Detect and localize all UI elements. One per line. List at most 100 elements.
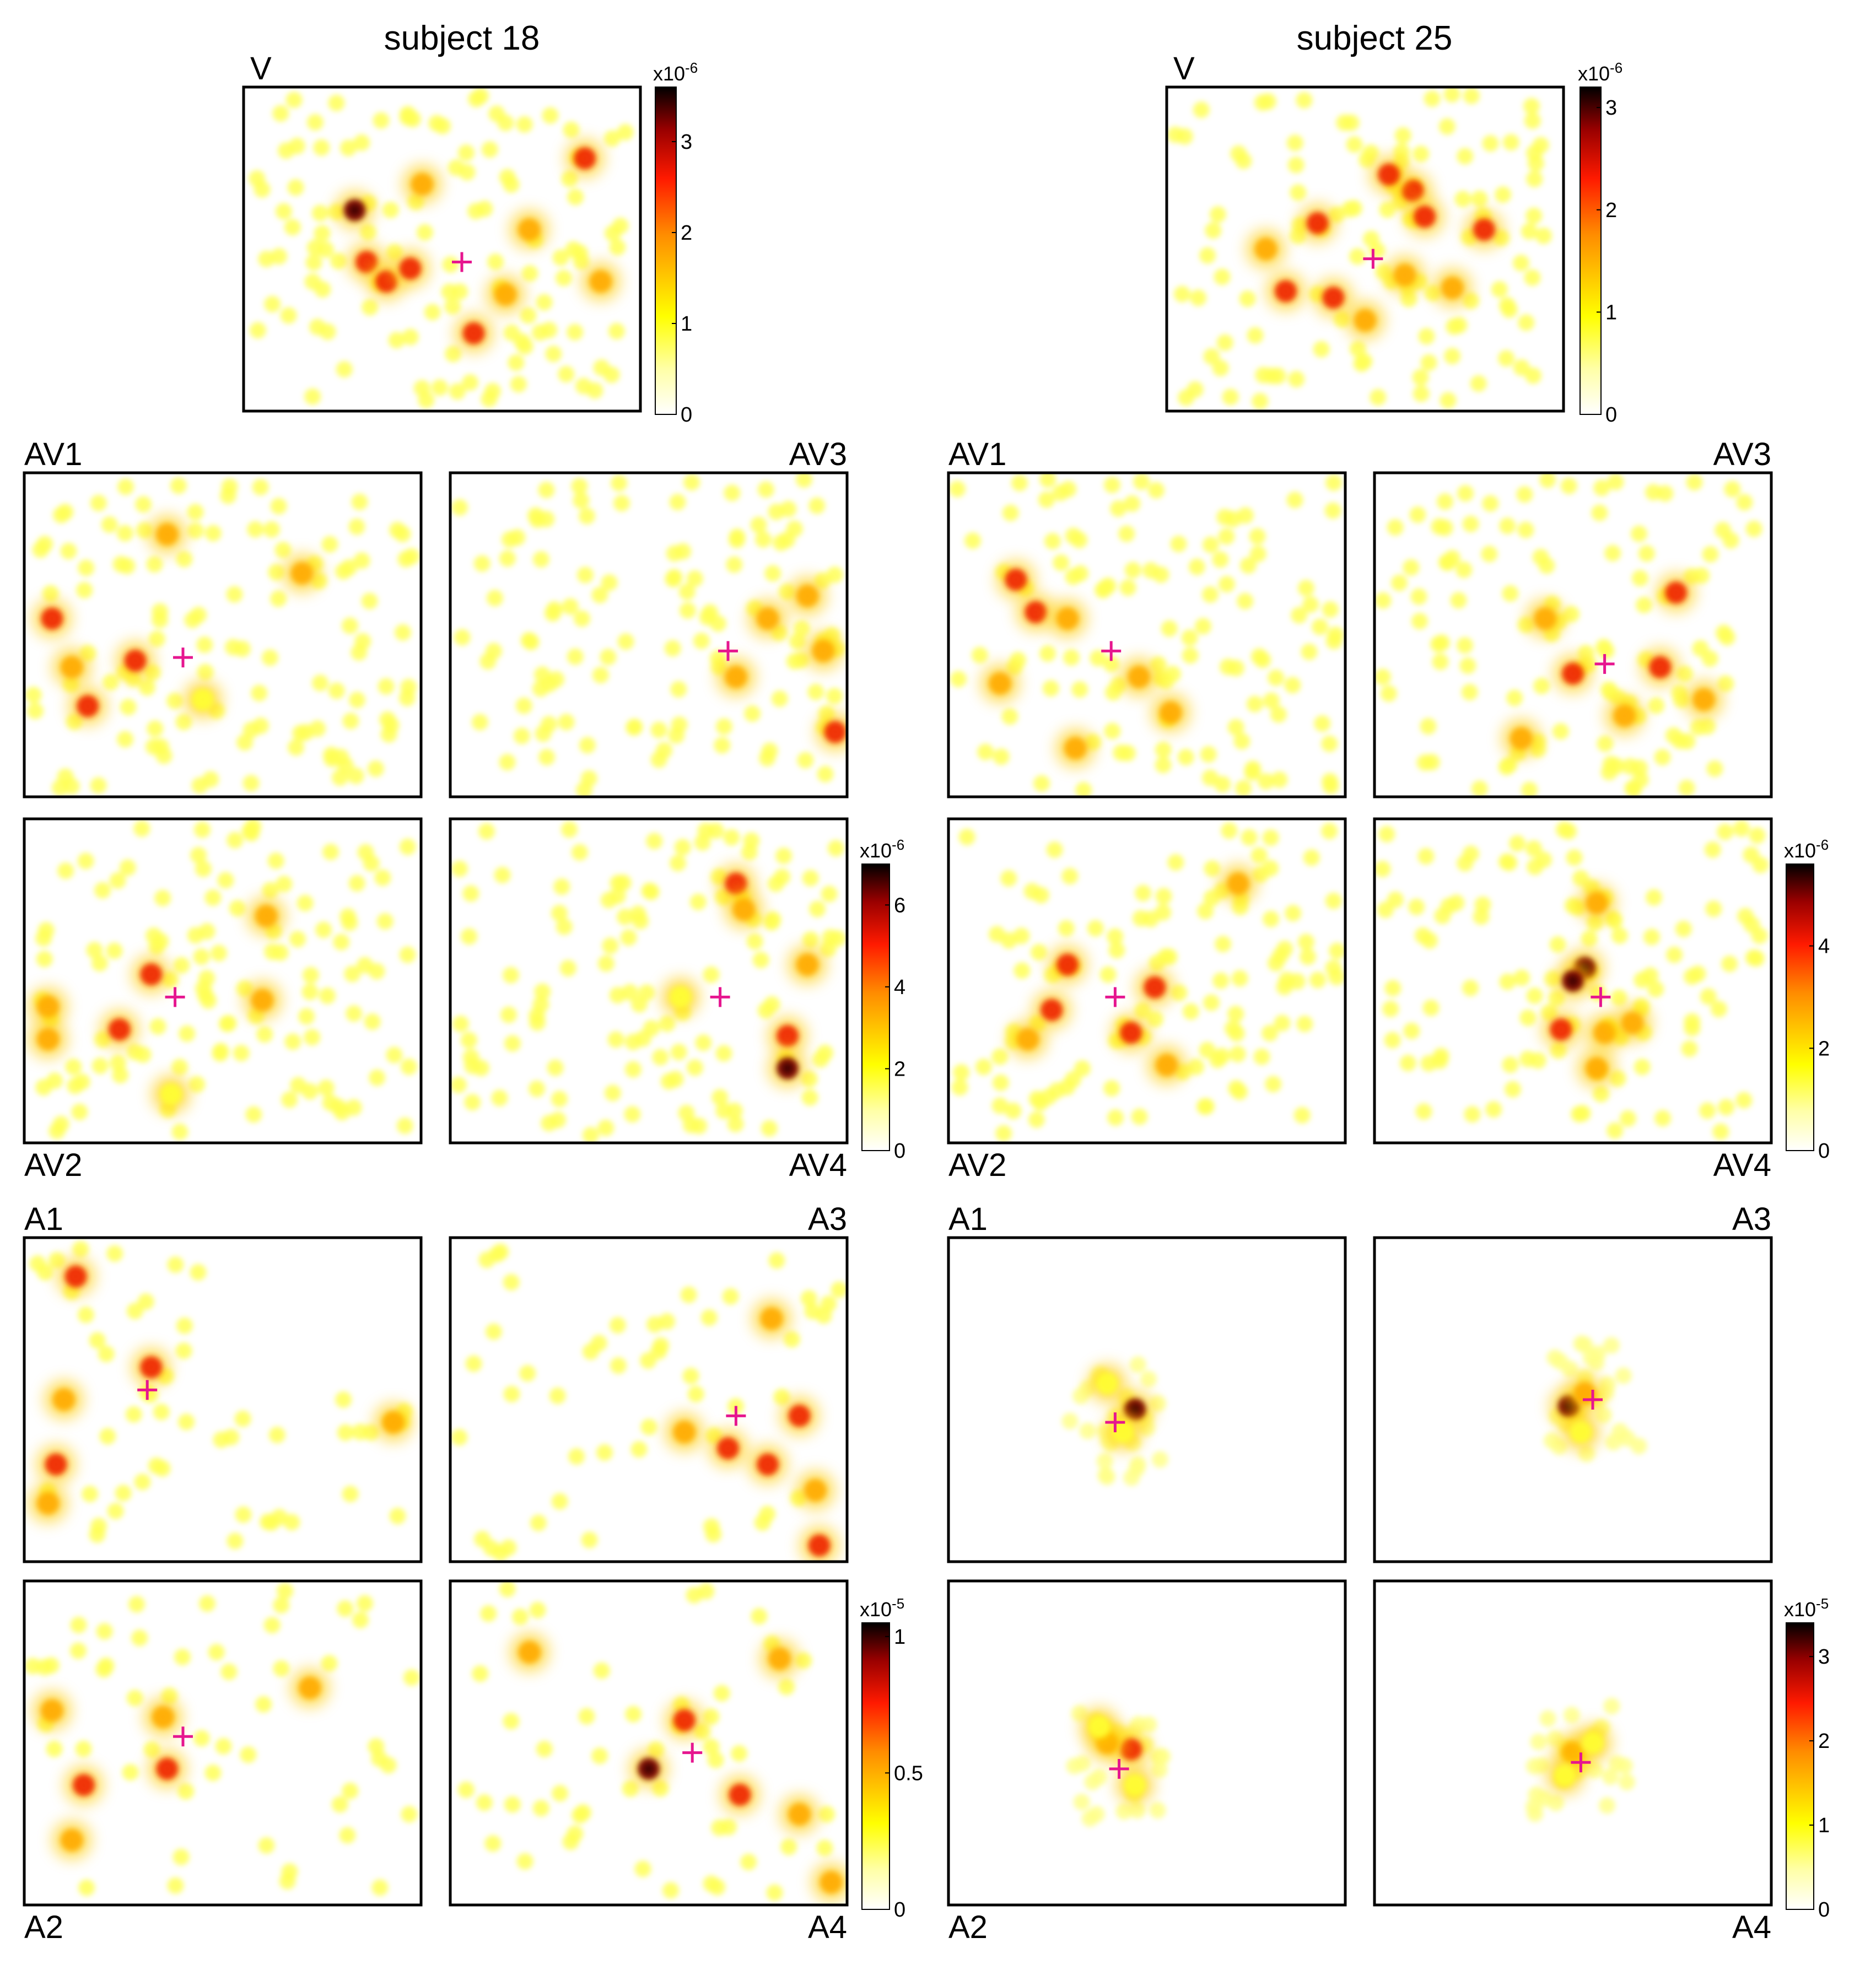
panel-frame <box>449 817 849 1145</box>
hotspot <box>29 1485 67 1523</box>
panel-label: A4 <box>1732 1909 1771 1945</box>
panel-label: A3 <box>808 1201 847 1237</box>
heatmap-panel-a3: A3 <box>1373 1201 1773 1563</box>
hotspot <box>769 1017 806 1055</box>
fixation-cross <box>1591 987 1611 1007</box>
hotspot <box>665 1413 703 1451</box>
hotspot <box>1614 1004 1651 1042</box>
hotspot <box>511 1633 548 1671</box>
colorbar-a: x10-5 0 1 2 3 <box>1784 1595 1830 1922</box>
hotspot <box>148 515 186 553</box>
hotspot <box>721 1776 759 1814</box>
heatmap-panel-a3: A3 <box>449 1201 849 1563</box>
panel-frame <box>1373 1236 1773 1563</box>
hotspot <box>1219 865 1257 903</box>
hotspot <box>1433 269 1471 307</box>
hotspot <box>566 139 604 177</box>
hotspot <box>291 1669 329 1707</box>
panel-label: A2 <box>24 1909 63 1945</box>
hotspot <box>749 1445 786 1483</box>
fixation-cross <box>452 252 472 272</box>
panel-label: AV1 <box>948 436 1006 472</box>
colorbar-exponent: x10-6 <box>860 836 904 862</box>
heatmap-panel-a2: A2 <box>947 1579 1347 1945</box>
hotspot <box>510 211 548 249</box>
hotspot <box>1152 694 1190 732</box>
colorbar-tick-label: 0 <box>1605 403 1617 427</box>
hotspot <box>665 1701 703 1739</box>
colorbar-tick-label: 2 <box>894 1057 905 1081</box>
panel-frame <box>1373 817 1773 1145</box>
hotspot <box>1104 1413 1142 1451</box>
heatmap-panel-a4: A4 <box>1373 1579 1773 1945</box>
hotspot <box>1406 198 1443 236</box>
fixation-cross <box>1363 249 1383 269</box>
colorbar-exponent: x10-5 <box>1784 1595 1829 1621</box>
fixation-density <box>450 821 846 1143</box>
colorbar-av: x10-6 0 2 4 6 <box>860 836 905 1163</box>
colorbar-tick-label: 3 <box>1818 1645 1830 1669</box>
panel-label: A4 <box>808 1909 847 1945</box>
hotspot <box>1247 230 1285 268</box>
colorbar-tick-label: 1 <box>681 312 692 336</box>
hotspot <box>1370 155 1408 193</box>
heatmap-panel-a4: A4 <box>449 1579 849 1945</box>
hotspot <box>1033 991 1071 1029</box>
panel-frame <box>947 1236 1347 1563</box>
hotspot <box>57 1257 95 1296</box>
colorbar-tick-label: 4 <box>894 976 905 999</box>
hotspot <box>1574 1724 1611 1762</box>
hotspot <box>725 890 763 929</box>
hotspot <box>800 1526 838 1562</box>
hotspot <box>391 250 429 288</box>
hotspot <box>812 1863 847 1901</box>
fixation-cross <box>1105 1412 1125 1433</box>
hotspot <box>247 897 285 935</box>
colorbar-tick-label: 4 <box>1818 935 1830 958</box>
hotspot <box>1267 272 1304 310</box>
fixation-density <box>25 477 420 796</box>
hotspot <box>132 956 170 994</box>
heatmap-panel-a1: A1 <box>947 1201 1347 1563</box>
fixation-cross <box>1101 641 1122 661</box>
heatmap-panel-av2: AV2 <box>23 817 423 1183</box>
hotspot <box>1566 1374 1604 1412</box>
colorbar-v: x10-6 0 1 2 3 <box>1578 60 1622 427</box>
colorbar-exponent: x10-6 <box>1784 836 1829 862</box>
panel-label: A2 <box>948 1909 988 1945</box>
fixation-density <box>249 88 634 409</box>
panel-label: AV3 <box>789 436 847 472</box>
fixation-cross <box>710 987 730 1007</box>
colorbar-exponent: x10-6 <box>1578 60 1622 85</box>
hotspot <box>1009 1020 1047 1058</box>
hotspot <box>1465 211 1503 249</box>
colorbar-tick-label: 3 <box>1605 96 1617 120</box>
hotspot <box>981 665 1019 703</box>
panel-frame <box>449 1579 849 1907</box>
hotspot <box>1554 962 1592 1000</box>
hotspot <box>1120 658 1158 696</box>
panel-label: V <box>250 51 272 87</box>
hotspot <box>33 600 71 638</box>
hotspot <box>65 1766 103 1804</box>
hotspot <box>1546 1756 1584 1794</box>
panel-frame <box>947 817 1347 1145</box>
heatmap-panel-av1: AV1 <box>947 436 1347 798</box>
hotspot <box>789 577 826 615</box>
panel-label: AV3 <box>1713 436 1771 472</box>
fixation-cross <box>1105 987 1125 1007</box>
hotspot <box>244 981 281 1019</box>
hotspot <box>1578 884 1616 922</box>
hotspot <box>403 165 441 203</box>
colorbar-tick-label: 2 <box>1605 199 1617 222</box>
heatmap-panel-av4: AV4 <box>1373 817 1773 1183</box>
heatmap-panel-v: V <box>242 51 642 413</box>
panel-frame <box>947 471 1347 798</box>
fixation-density <box>451 473 845 797</box>
panel-frame <box>1373 471 1773 798</box>
colorbar-tick-label: 1 <box>1818 1814 1830 1837</box>
fixation-cross <box>1109 1759 1129 1779</box>
hotspot <box>152 1075 190 1113</box>
panel-label: AV2 <box>948 1147 1006 1183</box>
